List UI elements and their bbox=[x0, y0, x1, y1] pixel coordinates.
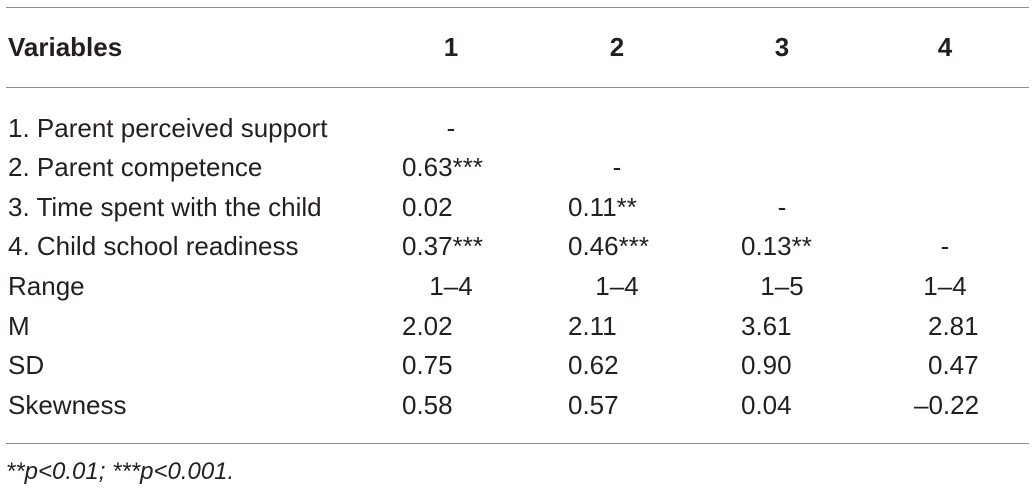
column-header-1: 1 bbox=[443, 32, 459, 62]
row-label: SD bbox=[8, 350, 45, 380]
table-cell: - bbox=[612, 152, 622, 182]
table-cell: 0.75 bbox=[402, 350, 453, 380]
table-cell: 1–4 bbox=[595, 271, 639, 301]
table-cell: 2.11 bbox=[568, 311, 617, 341]
table-bottom-rule bbox=[6, 443, 1029, 444]
table-cell: 0.57 bbox=[568, 390, 619, 420]
table-cell: 1–5 bbox=[760, 271, 804, 301]
row-label: 2. Parent competence bbox=[8, 152, 263, 182]
table-footnote: **p<0.01; ***p<0.001. bbox=[6, 458, 235, 485]
table-cell: 0.63*** bbox=[402, 152, 483, 182]
table-cell: 0.04 bbox=[741, 390, 792, 420]
row-label: 3. Time spent with the child bbox=[8, 192, 322, 222]
table-cell: 3.61 bbox=[741, 311, 792, 341]
table-cell: 0.90 bbox=[741, 350, 792, 380]
table-cell: 0.47 bbox=[928, 350, 979, 380]
row-label: Skewness bbox=[8, 390, 127, 420]
table-top-rule bbox=[6, 7, 1029, 8]
column-header-3: 3 bbox=[774, 32, 790, 62]
row-label: 4. Child school readiness bbox=[8, 231, 299, 261]
column-header-2: 2 bbox=[609, 32, 625, 62]
table-cell: 0.46*** bbox=[568, 231, 649, 261]
table-cell: 2.81 bbox=[928, 311, 979, 341]
row-label: M bbox=[8, 311, 30, 341]
table-cell: –0.22 bbox=[914, 390, 980, 420]
row-label: Range bbox=[8, 271, 85, 301]
table-cell: 0.11** bbox=[568, 192, 637, 222]
table-cell: 2.02 bbox=[402, 311, 453, 341]
table-cell: 1–4 bbox=[429, 271, 473, 301]
column-header-variables: Variables bbox=[8, 32, 123, 62]
table-cell: 0.62 bbox=[568, 350, 619, 380]
table-cell: - bbox=[446, 113, 456, 143]
column-header-4: 4 bbox=[937, 32, 953, 62]
row-label: 1. Parent perceived support bbox=[8, 113, 328, 143]
table-cell: 1–4 bbox=[923, 271, 967, 301]
table-cell: - bbox=[777, 192, 787, 222]
table-cell: 0.58 bbox=[402, 390, 453, 420]
table-cell: - bbox=[940, 231, 950, 261]
table-cell: 0.13** bbox=[741, 231, 812, 261]
table-header-rule bbox=[6, 87, 1029, 88]
table-cell: 0.37*** bbox=[402, 231, 483, 261]
table-cell: 0.02 bbox=[402, 192, 453, 222]
